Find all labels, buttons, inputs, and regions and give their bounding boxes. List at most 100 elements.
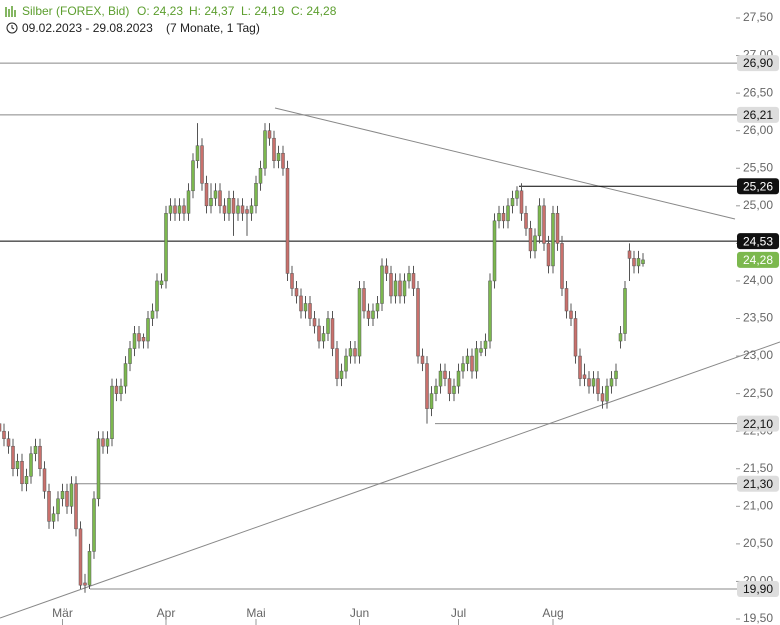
y-tick-label: 19,50: [743, 611, 773, 625]
trend-line: [0, 341, 780, 619]
x-tick-label: Aug: [542, 606, 563, 620]
level-label: 24,53: [743, 234, 773, 248]
level-box: [737, 233, 779, 250]
x-tick-label: Mär: [52, 606, 73, 620]
candle-body: [168, 205, 173, 214]
candle-body: [74, 483, 78, 530]
candle-body: [299, 295, 303, 312]
level-box: [737, 415, 779, 432]
candle-body: [632, 258, 636, 267]
candle-body: [573, 318, 578, 357]
candle-body: [380, 265, 384, 304]
candle-body: [173, 205, 177, 214]
candle-body: [636, 258, 641, 267]
level-label: 24,28: [743, 253, 773, 267]
candle-body: [618, 333, 623, 342]
candle-body: [452, 385, 456, 394]
candle-body: [366, 310, 371, 319]
candle-body: [411, 273, 416, 289]
candle-body: [537, 205, 542, 237]
level-box: [737, 580, 779, 597]
candle-body: [222, 205, 227, 214]
ohlc-label: L: 24,19: [241, 4, 285, 18]
candle-body: [24, 476, 29, 485]
candle-body: [290, 273, 294, 289]
level-box: [737, 55, 779, 72]
candle-body: [141, 337, 146, 342]
y-tick-label: 22,50: [743, 386, 773, 400]
y-tick-label: 20,50: [743, 536, 773, 550]
candle-body: [465, 355, 470, 364]
candle-body: [443, 370, 447, 379]
candle-body: [51, 513, 56, 522]
candle-body: [258, 168, 263, 184]
clock-icon: [6, 22, 18, 34]
candle-body: [614, 370, 618, 379]
candle-body: [542, 205, 546, 244]
candle-body: [204, 183, 209, 207]
candle-body: [587, 378, 591, 387]
candle-body: [551, 213, 555, 267]
candle-body: [213, 190, 218, 199]
trend-line: [274, 107, 736, 220]
candle-body: [6, 438, 11, 447]
candle-body: [33, 445, 38, 454]
candle-body: [501, 213, 506, 222]
level-box: [737, 475, 779, 492]
period: (7 Monate, 1 Tag): [166, 21, 260, 35]
candle-body: [191, 160, 195, 192]
candle-body: [393, 280, 398, 297]
candle-body: [533, 235, 537, 252]
ohlc-label: O: 24,23: [137, 4, 183, 18]
candle-body: [294, 288, 299, 297]
y-tick-label: 24,00: [743, 273, 773, 287]
candle-body: [267, 130, 272, 139]
candle-body: [312, 318, 317, 327]
clock-hands: [11, 25, 15, 30]
candle-body: [438, 370, 443, 387]
x-tick-label: Apr: [157, 606, 176, 620]
ohlc-label: C: 24,28: [291, 4, 337, 18]
y-tick-label: 21,00: [743, 498, 773, 512]
candle-body: [470, 355, 474, 372]
candle-body: [605, 385, 609, 402]
candle-body: [195, 145, 200, 161]
candle-body: [114, 385, 119, 394]
candle-body: [560, 243, 564, 289]
candle-body: [524, 213, 528, 229]
candle-body: [272, 137, 276, 161]
candle-body: [519, 190, 524, 214]
candle-body: [132, 333, 137, 349]
level-label: 26,21: [743, 108, 773, 122]
candle-body: [456, 370, 461, 387]
y-tick-label: 25,00: [743, 198, 773, 212]
candle-body: [78, 528, 83, 586]
candle-body: [479, 348, 483, 353]
candle-body: [510, 198, 515, 207]
candle-body: [182, 205, 186, 214]
candle-body: [357, 288, 362, 357]
candle-body: [285, 168, 290, 274]
candle-body: [492, 220, 497, 282]
candle-body: [69, 483, 74, 507]
candle-body: [119, 385, 123, 394]
candle-body: [596, 378, 600, 394]
candle-body: [227, 198, 231, 214]
candle-body: [627, 250, 632, 259]
y-tick-label: 23,00: [743, 348, 773, 362]
candle-body: [488, 280, 492, 342]
candle-body: [407, 273, 411, 282]
candle-body: [515, 190, 519, 199]
candle-body: [353, 348, 357, 357]
candle-body: [591, 378, 596, 387]
candle-body: [146, 318, 150, 342]
candle-body: [330, 318, 335, 349]
header: Silber (FOREX, Bid) O: 24,23 H: 24,37 L:…: [5, 4, 337, 35]
candle-body: [402, 280, 407, 297]
candle-body: [564, 288, 569, 312]
candle-body: [609, 378, 614, 387]
candle-body: [600, 393, 605, 402]
candle-body: [447, 378, 452, 394]
candle-body: [2, 430, 6, 439]
